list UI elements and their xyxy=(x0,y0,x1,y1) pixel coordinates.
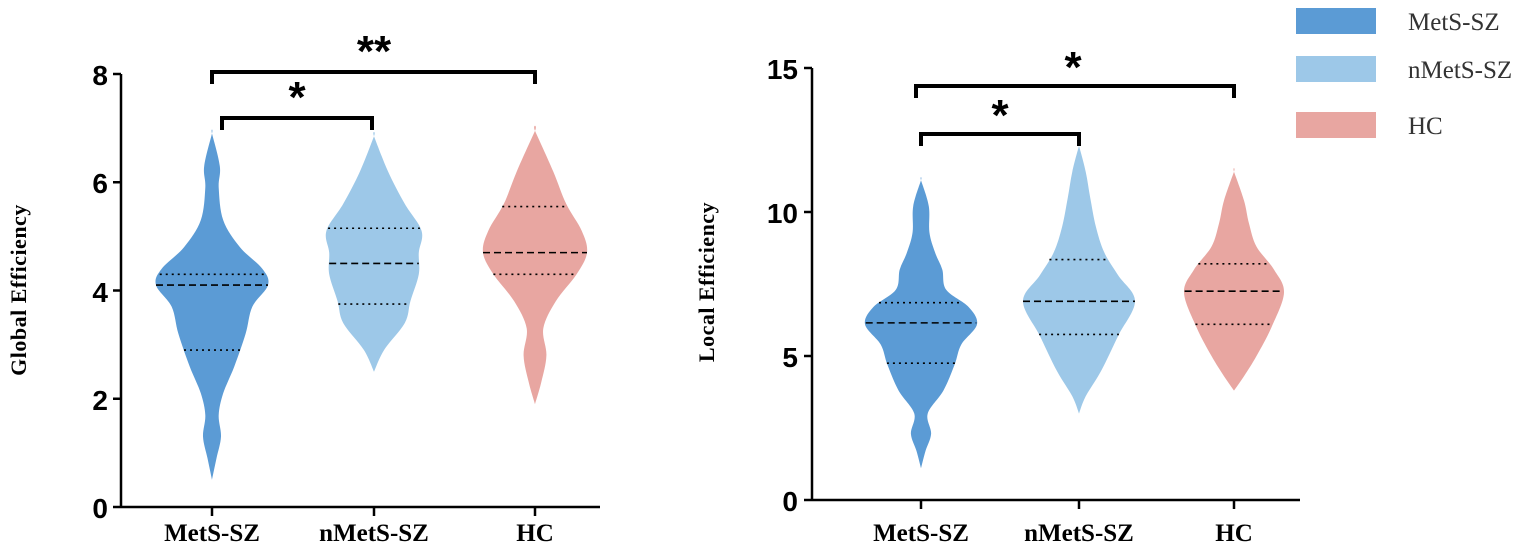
y-tick-label: 15 xyxy=(767,54,798,85)
legend-label-mets-sz: MetS-SZ xyxy=(1408,9,1500,36)
significance-label: * xyxy=(1064,43,1082,92)
y-tick-label: 0 xyxy=(782,486,798,517)
legend-swatch-nmets-sz xyxy=(1296,56,1376,82)
y-tick-label: 4 xyxy=(92,277,108,308)
significance-bracket xyxy=(919,132,1081,146)
y-axis-title-local: Local Efficiency xyxy=(694,202,719,362)
y-tick-label: 0 xyxy=(92,493,108,524)
y-tick-label: 10 xyxy=(767,198,798,229)
legend-swatch-mets-sz xyxy=(1296,8,1376,34)
legend-label-nmets-sz: nMetS-SZ xyxy=(1408,57,1512,84)
y-axis-title-global: Global Efficiency xyxy=(6,204,31,376)
global-efficiency-chart: Global Efficiency 0 2 4 6 8 MetS-SZ nMet… xyxy=(6,27,600,547)
violin-hc xyxy=(482,125,588,405)
x-category-label: MetS-SZ xyxy=(873,520,969,547)
significance-label: ** xyxy=(357,27,392,76)
violin-mets-sz xyxy=(155,129,269,480)
y-tick-label: 2 xyxy=(92,385,108,416)
y-tick-label: 8 xyxy=(92,60,108,91)
significance-label: * xyxy=(288,73,306,122)
significance-bracket xyxy=(914,84,1236,98)
significance-bracket xyxy=(210,70,537,84)
legend-swatch-hc xyxy=(1296,112,1376,138)
x-category-label: HC xyxy=(1215,520,1253,547)
local-efficiency-plot-area xyxy=(804,66,1300,509)
x-category-label: MetS-SZ xyxy=(164,520,260,547)
significance-label: * xyxy=(991,91,1009,140)
local-efficiency-chart: Local Efficiency 0 5 10 15 MetS-SZ nMetS… xyxy=(694,43,1300,547)
significance-bracket xyxy=(220,116,374,130)
violin-nmets-sz xyxy=(325,131,423,372)
legend: MetS-SZ nMetS-SZ HC xyxy=(1296,8,1512,140)
violin-nmets-sz xyxy=(1023,142,1135,414)
y-tick-label: 5 xyxy=(782,342,798,373)
x-category-label: nMetS-SZ xyxy=(1024,520,1134,547)
legend-label-hc: HC xyxy=(1408,113,1443,140)
global-efficiency-plot-area xyxy=(113,70,600,516)
x-category-label: HC xyxy=(516,520,554,547)
x-category-label: nMetS-SZ xyxy=(319,520,429,547)
violin-hc xyxy=(1183,168,1285,391)
y-tick-label: 6 xyxy=(92,168,108,199)
